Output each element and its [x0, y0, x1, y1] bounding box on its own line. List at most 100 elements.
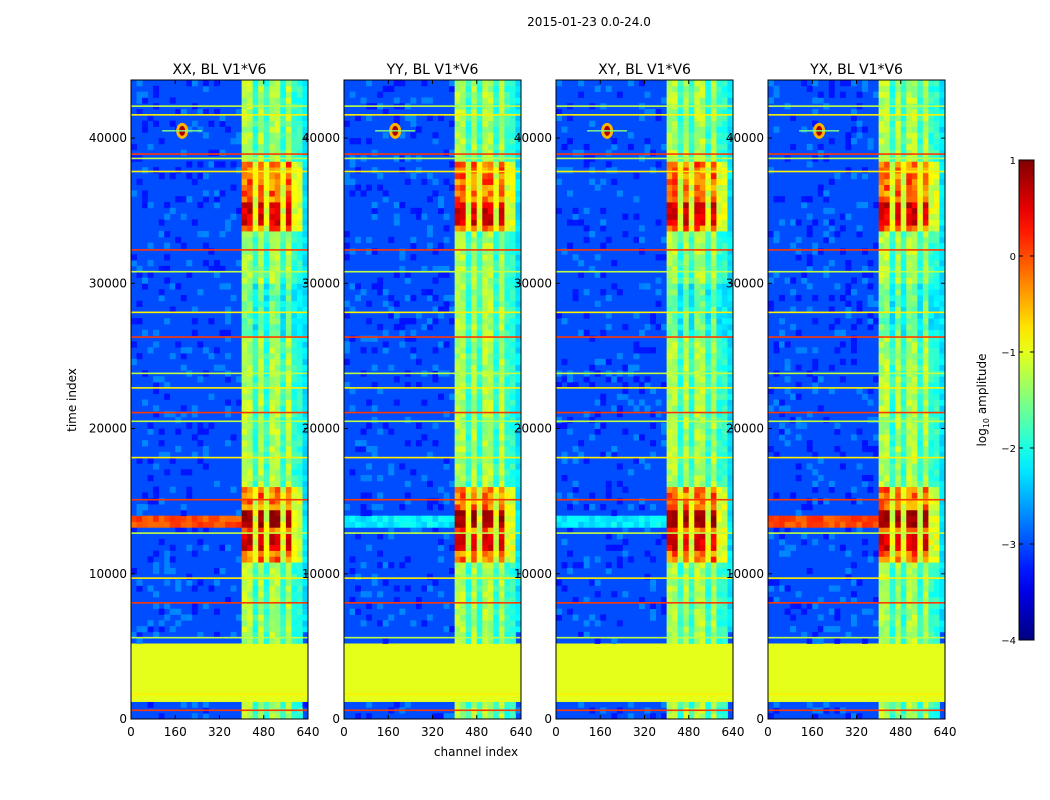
heatmap-cell — [252, 689, 259, 697]
heatmap-cell — [180, 411, 187, 418]
heatmap-cell — [627, 672, 634, 679]
heatmap-cell — [493, 585, 500, 592]
heatmap-cell — [688, 521, 695, 528]
heatmap-cell — [274, 504, 281, 511]
heatmap-cell — [404, 649, 411, 656]
heatmap-cell — [252, 364, 259, 371]
heatmap-cell — [482, 231, 489, 238]
heatmap-cell — [509, 550, 516, 557]
heatmap-cell — [219, 678, 226, 685]
heatmap-cell — [241, 341, 248, 348]
y-tick-label: 0 — [332, 712, 340, 726]
heatmap-cell — [291, 469, 298, 476]
heatmap-cell — [258, 382, 265, 389]
heatmap-cell — [465, 672, 472, 679]
heatmap-cell — [258, 678, 265, 685]
heatmap-cell — [476, 358, 483, 366]
heatmap-cell — [482, 655, 489, 662]
heatmap-cell — [415, 440, 422, 447]
heatmap-cell — [633, 172, 640, 180]
heatmap-cell — [225, 597, 231, 604]
heatmap-cell — [460, 405, 467, 412]
heatmap-cell — [616, 672, 623, 679]
heatmap-cell — [296, 190, 303, 197]
heatmap-cell — [605, 294, 612, 302]
heatmap-cell — [683, 475, 690, 482]
heatmap-cell — [476, 399, 483, 406]
heatmap-cell — [285, 213, 292, 220]
heatmap-cell — [191, 521, 198, 528]
heatmap-cell — [515, 341, 521, 348]
heatmap-cell — [280, 207, 287, 215]
heatmap-cell — [175, 678, 182, 685]
heatmap-cell — [136, 271, 143, 278]
heatmap-cell — [454, 463, 461, 470]
heatmap-cell — [605, 167, 612, 174]
heatmap-cell — [471, 318, 478, 325]
heatmap-cell — [404, 271, 411, 278]
heatmap-cell — [147, 643, 154, 650]
heatmap-cell — [269, 602, 276, 610]
heatmap-cell — [493, 178, 500, 185]
heatmap-cell — [460, 213, 467, 220]
heatmap-cell — [158, 620, 165, 627]
heatmap-cell — [661, 521, 668, 528]
heatmap-cell — [666, 312, 673, 319]
heatmap-cell — [258, 492, 265, 499]
heatmap-cell — [415, 649, 422, 656]
heatmap-cell — [258, 387, 265, 395]
heatmap-cell — [247, 236, 254, 244]
heatmap-cell — [515, 132, 521, 139]
heatmap-cell — [355, 672, 361, 679]
heatmap-cell — [515, 225, 521, 232]
heatmap-cell — [410, 318, 417, 325]
heatmap-cell — [515, 504, 521, 511]
heatmap-cell — [197, 678, 204, 685]
heatmap-cell — [572, 695, 579, 702]
heatmap-cell — [366, 399, 373, 406]
heatmap-cell — [460, 469, 467, 476]
heatmap-cell — [449, 544, 456, 551]
heatmap-cell — [589, 666, 596, 673]
heatmap-cell — [471, 91, 478, 98]
heatmap-cell — [258, 649, 265, 656]
heatmap-cell — [515, 475, 521, 482]
heatmap-cell — [666, 655, 673, 662]
heatmap-cell — [589, 672, 596, 679]
heatmap-cell — [349, 283, 356, 290]
heatmap-cell — [136, 678, 143, 685]
heatmap-cell — [252, 329, 259, 336]
heatmap-cell — [471, 120, 478, 127]
heatmap-cell — [622, 538, 629, 546]
heatmap-cell — [180, 515, 187, 522]
heatmap-cell — [180, 660, 187, 668]
heatmap-cell — [252, 289, 259, 296]
heatmap-cell — [208, 248, 215, 255]
heatmap-cell — [153, 85, 160, 93]
heatmap-cell — [258, 335, 265, 342]
heatmap-cell — [487, 387, 494, 395]
heatmap-cell — [349, 91, 356, 98]
heatmap-cell — [683, 312, 690, 319]
heatmap-cell — [493, 689, 500, 697]
heatmap-cell — [487, 544, 494, 551]
heatmap-cell — [504, 306, 511, 313]
heatmap-cell — [360, 684, 367, 691]
heatmap-cell — [225, 318, 231, 325]
heatmap-cell — [460, 364, 467, 371]
heatmap-cell — [410, 515, 417, 522]
heatmap-cell — [208, 521, 215, 528]
heatmap-cell — [515, 358, 521, 366]
heatmap-cell — [186, 196, 193, 203]
heatmap-cell — [131, 689, 137, 697]
rfi-line — [344, 311, 521, 314]
heatmap-cell — [296, 480, 303, 488]
heatmap-cell — [487, 213, 494, 220]
heatmap-cell — [280, 190, 287, 197]
heatmap-cell — [399, 672, 406, 679]
heatmap-cell — [498, 109, 505, 116]
heatmap-cell — [561, 678, 568, 685]
heatmap-cell — [688, 475, 695, 482]
heatmap-cell — [241, 335, 248, 342]
heatmap-cell — [269, 678, 276, 685]
